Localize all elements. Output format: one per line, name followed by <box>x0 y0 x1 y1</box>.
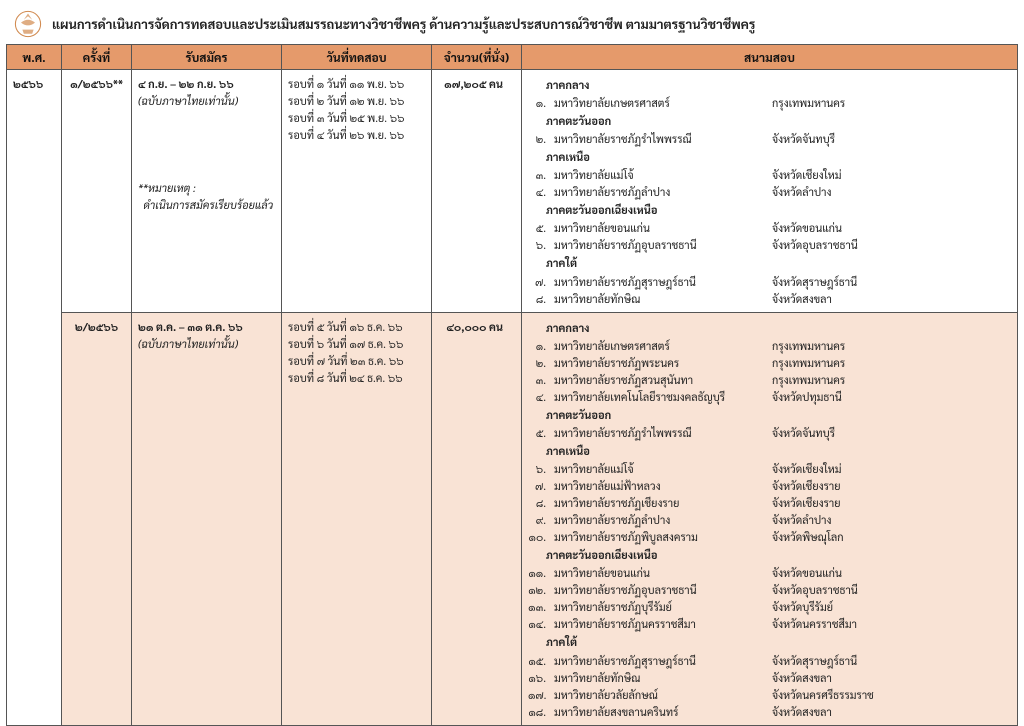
venue-row: ๑.มหาวิทยาลัยเกษตรศาสตร์กรุงเทพมหานคร <box>528 337 1011 354</box>
venue-row: ๗.มหาวิทยาลัยแม่ฟ้าหลวงจังหวัดเชียงราย <box>528 477 1011 494</box>
col-venue: สนามสอบ <box>522 45 1018 70</box>
test-line: รอบที่ ๓ วันที่ ๒๕ พ.ย. ๖๖ <box>288 109 425 126</box>
region-head: ภาคตะวันออกเฉียงเหนือ <box>546 546 1011 563</box>
table-header-row: พ.ศ. ครั้งที่ รับสมัคร วันที่ทดสอบ จำนวน… <box>7 45 1018 70</box>
test-line: รอบที่ ๔ วันที่ ๒๖ พ.ย. ๖๖ <box>288 126 425 143</box>
region-head: ภาคกลาง <box>546 319 1011 336</box>
venue-row: ๓.มหาวิทยาลัยราชภัฏสวนสุนันทากรุงเทพมหาน… <box>528 371 1011 388</box>
venue-row: ๔.มหาวิทยาลัยเทคโนโลยีราชมงคลธัญบุรีจังห… <box>528 388 1011 405</box>
venue-row: ๘.มหาวิทยาลัยทักษิณจังหวัดสงขลา <box>528 290 1011 307</box>
col-seats: จำนวน(ที่นั่ง) <box>432 45 522 70</box>
venue-row: ๑๘.มหาวิทยาลัยสงขลานครินทร์จังหวัดสงขลา <box>528 703 1011 720</box>
venue-row: ๓.มหาวิทยาลัยแม่โจ้จังหวัดเชียงใหม่ <box>528 166 1011 183</box>
region-head: ภาคเหนือ <box>546 442 1011 459</box>
test-line: รอบที่ ๑ วันที่ ๑๑ พ.ย. ๖๖ <box>288 75 425 92</box>
venue-row: ๑๔.มหาวิทยาลัยราชภัฏนครราชสีมาจังหวัดนคร… <box>528 615 1011 632</box>
venue-row: ๗.มหาวิทยาลัยราชภัฏสุราษฎร์ธานีจังหวัดสุ… <box>528 273 1011 290</box>
venue-row: ๕.มหาวิทยาลัยราชภัฏรำไพพรรณีจังหวัดจันทบ… <box>528 424 1011 441</box>
venue-row: ๑๑.มหาวิทยาลัยขอนแก่นจังหวัดขอนแก่น <box>528 564 1011 581</box>
col-year: พ.ศ. <box>7 45 62 70</box>
venue-row: ๒.มหาวิทยาลัยราชภัฏรำไพพรรณีจังหวัดจันทบ… <box>528 130 1011 147</box>
round-cell: ๑/๒๕๖๖** <box>62 70 132 313</box>
venue-row: ๑๖.มหาวิทยาลัยทักษิณจังหวัดสงขลา <box>528 669 1011 686</box>
venue-cell: ภาคกลาง ๑.มหาวิทยาลัยเกษตรศาสตร์กรุงเทพม… <box>522 312 1018 725</box>
apply-lang: (ฉบับภาษาไทยเท่านั้น) <box>138 336 238 351</box>
test-line: รอบที่ ๖ วันที่ ๑๗ ธ.ค. ๖๖ <box>288 335 425 352</box>
venue-row: ๑๐.มหาวิทยาลัยราชภัฏพิบูลสงครามจังหวัดพิ… <box>528 528 1011 545</box>
venue-row: ๕.มหาวิทยาลัยขอนแก่นจังหวัดขอนแก่น <box>528 219 1011 236</box>
col-round: ครั้งที่ <box>62 45 132 70</box>
region-head: ภาคตะวันออกเฉียงเหนือ <box>546 201 1011 218</box>
apply-lang: (ฉบับภาษาไทยเท่านั้น) <box>138 93 238 108</box>
region-head: ภาคกลาง <box>546 76 1011 93</box>
year-value: ๒๕๖๖ <box>13 76 43 91</box>
test-line: รอบที่ ๘ วันที่ ๒๔ ธ.ค. ๖๖ <box>288 369 425 386</box>
test-line: รอบที่ ๒ วันที่ ๑๒ พ.ย. ๖๖ <box>288 92 425 109</box>
apply-period: ๒๑ ต.ค. – ๓๑ ต.ค. ๖๖ <box>138 319 243 334</box>
page-title: แผนการดำเนินการจัดการทดสอบและประเมินสมรร… <box>52 16 755 33</box>
emblem-icon <box>14 10 42 38</box>
schedule-table: พ.ศ. ครั้งที่ รับสมัคร วันที่ทดสอบ จำนวน… <box>6 44 1018 726</box>
test-line: รอบที่ ๕ วันที่ ๑๖ ธ.ค. ๖๖ <box>288 318 425 335</box>
seats-cell: ๔๐,๐๐๐ คน <box>432 312 522 725</box>
venue-row: ๑๒.มหาวิทยาลัยราชภัฏอุบลราชธานีจังหวัดอุ… <box>528 581 1011 598</box>
testdate-cell: รอบที่ ๕ วันที่ ๑๖ ธ.ค. ๖๖ รอบที่ ๖ วันท… <box>282 312 432 725</box>
seats-cell: ๑๗,๒๐๕ คน <box>432 70 522 313</box>
table-row: ๒/๒๕๖๖ ๒๑ ต.ค. – ๓๑ ต.ค. ๖๖ (ฉบับภาษาไทย… <box>7 312 1018 725</box>
col-apply: รับสมัคร <box>132 45 282 70</box>
page-header: แผนการดำเนินการจัดการทดสอบและประเมินสมรร… <box>6 6 1018 44</box>
test-line: รอบที่ ๗ วันที่ ๒๓ ธ.ค. ๖๖ <box>288 352 425 369</box>
venue-row: ๖.มหาวิทยาลัยแม่โจ้จังหวัดเชียงใหม่ <box>528 460 1011 477</box>
venue-row: ๑๓.มหาวิทยาลัยราชภัฏบุรีรัมย์จังหวัดบุรี… <box>528 598 1011 615</box>
apply-cell: ๔ ก.ย. – ๒๒ ก.ย. ๖๖ (ฉบับภาษาไทยเท่านั้น… <box>132 70 282 313</box>
apply-cell: ๒๑ ต.ค. – ๓๑ ต.ค. ๖๖ (ฉบับภาษาไทยเท่านั้… <box>132 312 282 725</box>
venue-row: ๑๕.มหาวิทยาลัยราชภัฏสุราษฎร์ธานีจังหวัดส… <box>528 652 1011 669</box>
region-head: ภาคใต้ <box>546 254 1011 271</box>
venue-row: ๒.มหาวิทยาลัยราชภัฏพระนครกรุงเทพมหานคร <box>528 354 1011 371</box>
seats-value: ๑๗,๒๐๕ คน <box>444 76 503 91</box>
venue-row: ๙.มหาวิทยาลัยราชภัฏลำปางจังหวัดลำปาง <box>528 511 1011 528</box>
year-cell: ๒๕๖๖ <box>7 70 62 726</box>
testdate-cell: รอบที่ ๑ วันที่ ๑๑ พ.ย. ๖๖ รอบที่ ๒ วันท… <box>282 70 432 313</box>
region-head: ภาคตะวันออก <box>546 406 1011 423</box>
document-page: แผนการดำเนินการจัดการทดสอบและประเมินสมรร… <box>0 0 1024 726</box>
round-value: ๑/๒๕๖๖** <box>70 76 123 91</box>
region-head: ภาคใต้ <box>546 633 1011 650</box>
venue-cell: ภาคกลาง ๑.มหาวิทยาลัยเกษตรศาสตร์กรุงเทพม… <box>522 70 1018 313</box>
venue-row: ๑๗.มหาวิทยาลัยวลัยลักษณ์จังหวัดนครศรีธรร… <box>528 686 1011 703</box>
apply-note: **หมายเหตุ : ดำเนินการสมัครเรียบร้อยแล้ว <box>138 179 275 213</box>
region-head: ภาคเหนือ <box>546 148 1011 165</box>
venue-row: ๑.มหาวิทยาลัยเกษตรศาสตร์กรุงเทพมหานคร <box>528 94 1011 111</box>
round-cell: ๒/๒๕๖๖ <box>62 312 132 725</box>
venue-row: ๔.มหาวิทยาลัยราชภัฏลำปางจังหวัดลำปาง <box>528 183 1011 200</box>
seats-value: ๔๐,๐๐๐ คน <box>446 319 503 334</box>
apply-period: ๔ ก.ย. – ๒๒ ก.ย. ๖๖ <box>138 76 234 91</box>
round-value: ๒/๒๕๖๖ <box>75 319 118 334</box>
venue-row: ๖.มหาวิทยาลัยราชภัฏอุบลราชธานีจังหวัดอุบ… <box>528 236 1011 253</box>
region-head: ภาคตะวันออก <box>546 112 1011 129</box>
table-row: ๒๕๖๖ ๑/๒๕๖๖** ๔ ก.ย. – ๒๒ ก.ย. ๖๖ (ฉบับภ… <box>7 70 1018 313</box>
venue-row: ๘.มหาวิทยาลัยราชภัฏเชียงรายจังหวัดเชียงร… <box>528 494 1011 511</box>
col-testdate: วันที่ทดสอบ <box>282 45 432 70</box>
